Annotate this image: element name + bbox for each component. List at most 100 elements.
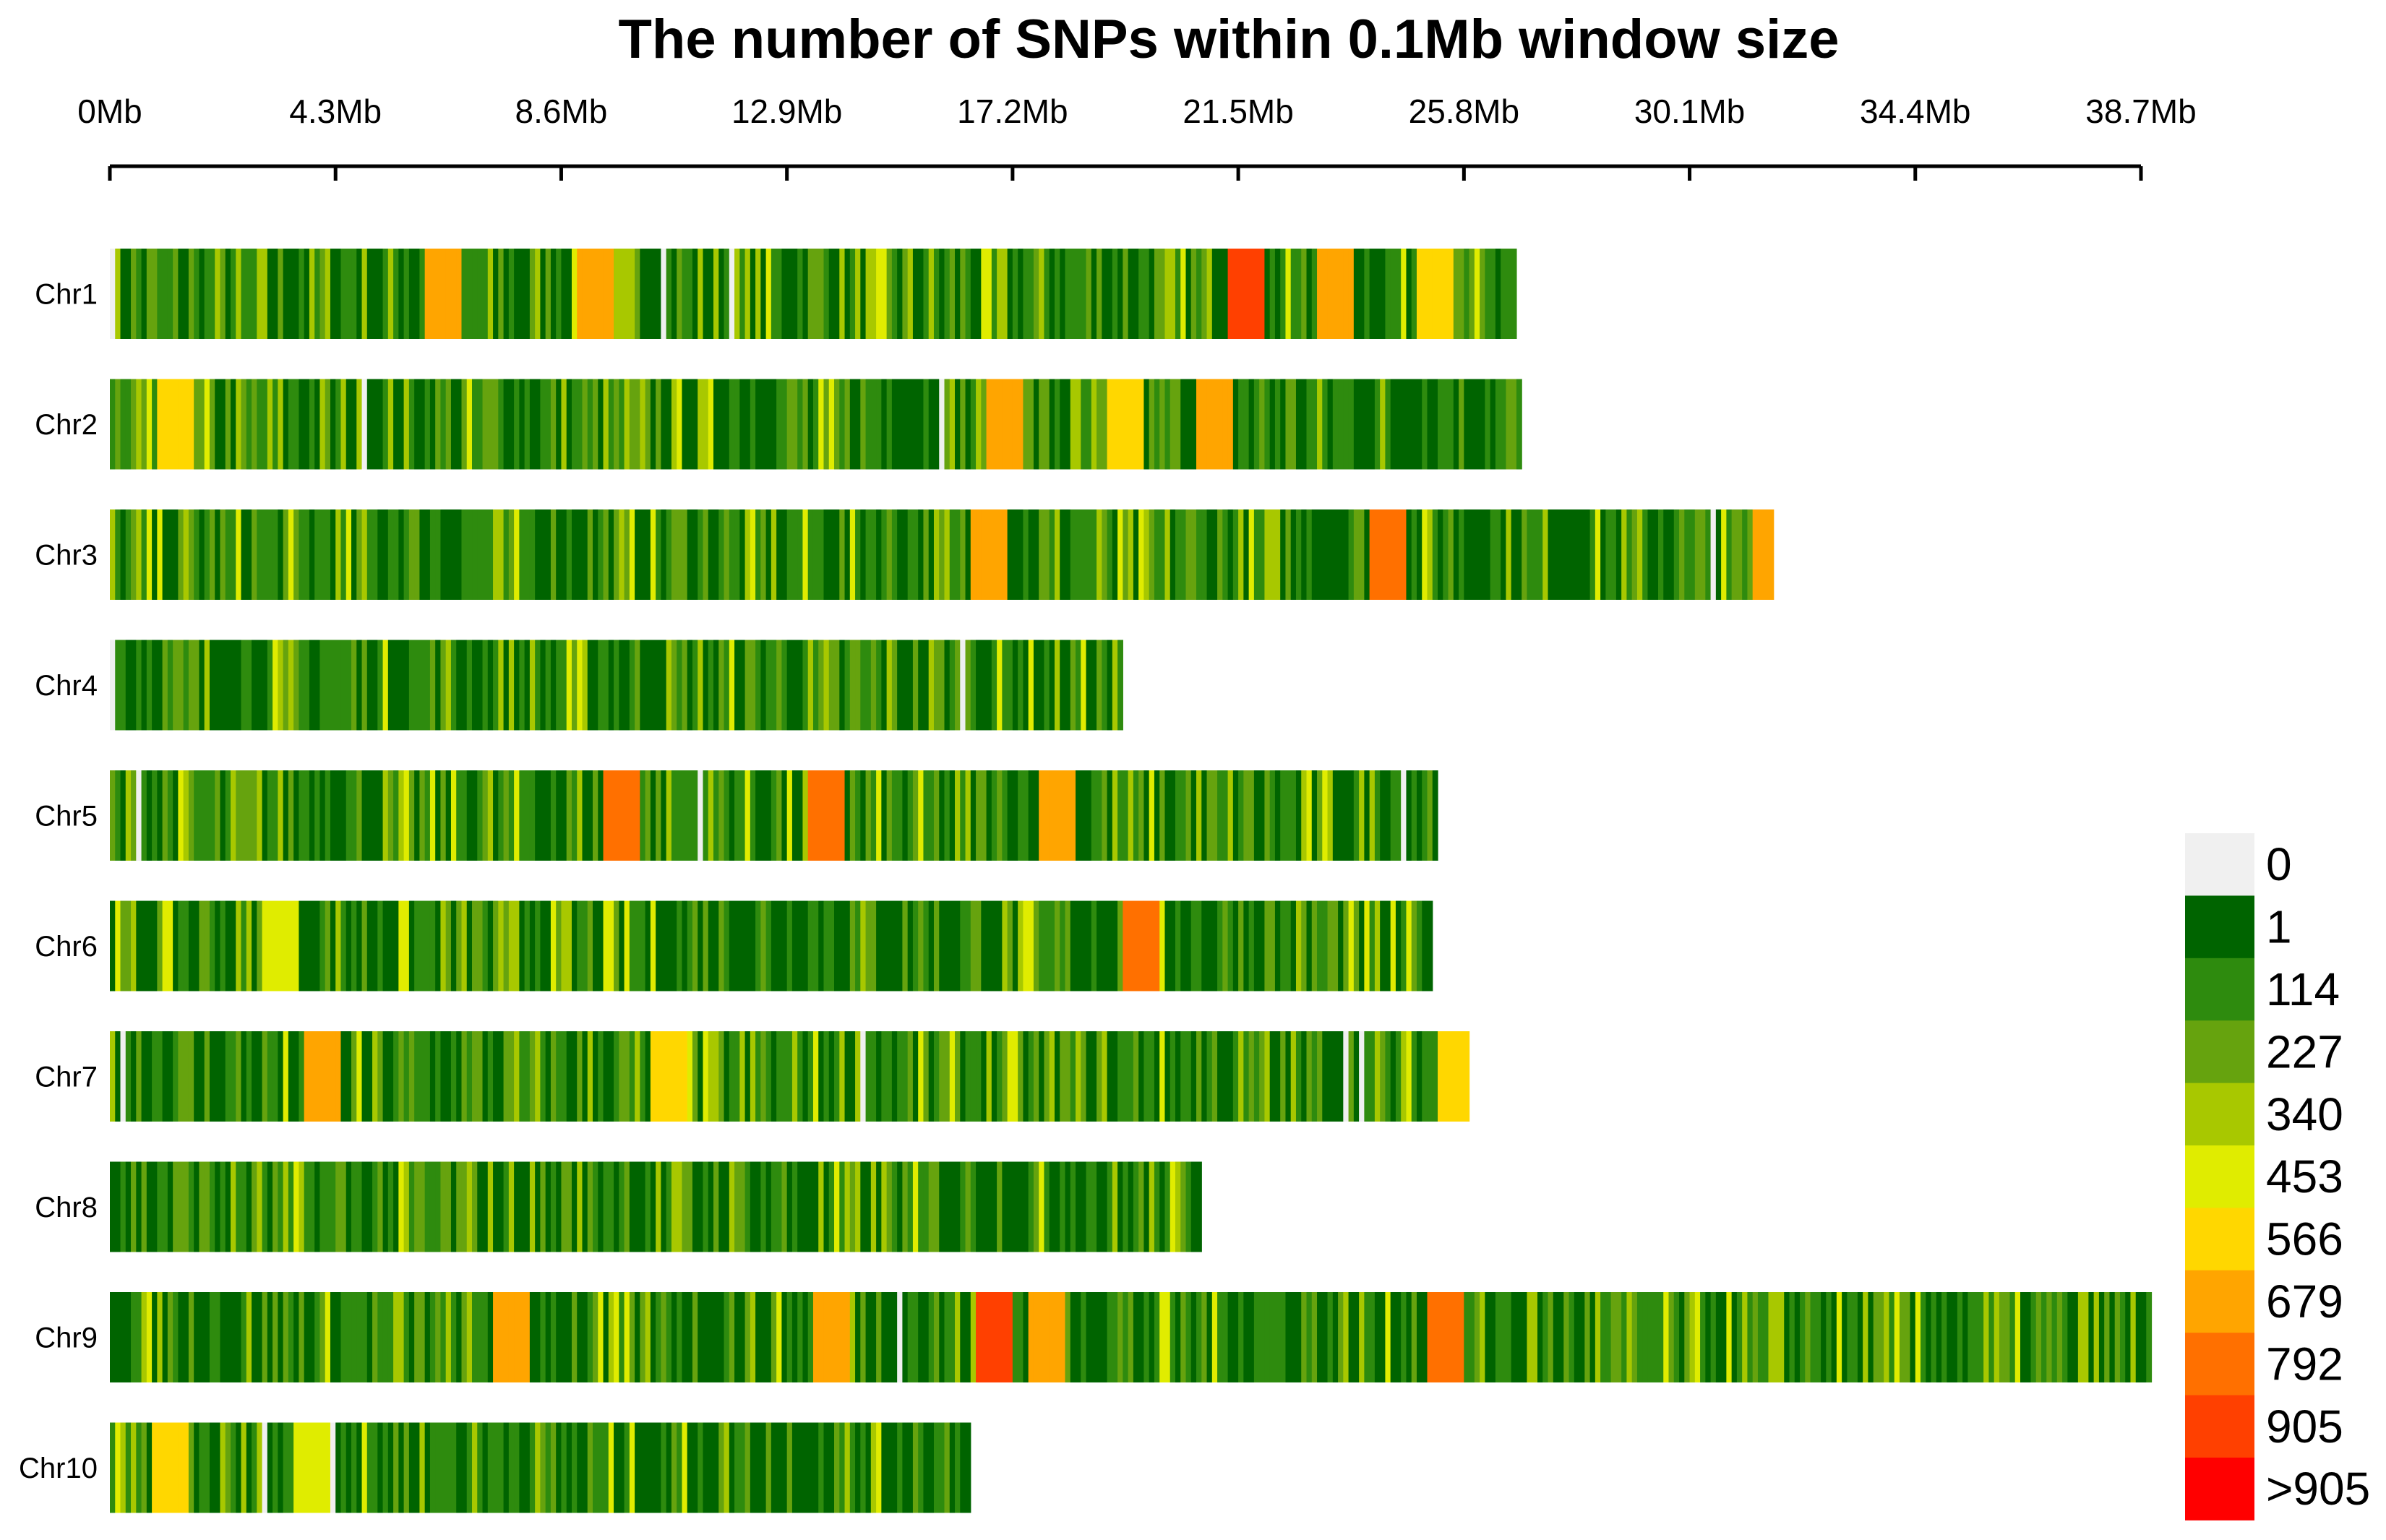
snp-window-cell	[162, 509, 168, 600]
snp-window-cell	[1700, 509, 1706, 600]
snp-window-cell	[765, 1422, 772, 1513]
snp-window-cell	[1836, 1292, 1842, 1382]
snp-window-cell	[493, 509, 499, 600]
chromosome-label: Chr6	[35, 931, 98, 963]
snp-window-cell	[482, 1161, 489, 1252]
snp-window-cell	[173, 1031, 179, 1122]
snp-window-cell	[377, 900, 384, 991]
snp-window-cell	[797, 1422, 804, 1513]
snp-window-cell	[834, 379, 840, 470]
snp-window-cell	[891, 379, 898, 470]
snp-window-cell	[1988, 1292, 1995, 1382]
snp-window-cell	[1453, 249, 1459, 339]
snp-window-cell	[1180, 1292, 1187, 1382]
snp-window-cell	[1023, 509, 1029, 600]
snp-window-cell	[1542, 1292, 1549, 1382]
snp-window-cell	[1432, 1031, 1438, 1122]
snp-window-cell	[340, 379, 347, 470]
snp-window-cell	[535, 379, 541, 470]
snp-window-cell	[692, 770, 698, 861]
snp-window-cell	[970, 249, 977, 339]
snp-window-cell	[110, 379, 116, 470]
snp-window-cell	[791, 509, 798, 600]
snp-window-cell	[393, 770, 399, 861]
snp-window-cell	[1826, 1292, 1832, 1382]
snp-window-cell	[1563, 509, 1570, 600]
snp-window-cell	[1128, 770, 1134, 861]
snp-window-cell	[1957, 1292, 1963, 1382]
snp-window-cell	[424, 1292, 431, 1382]
snp-window-cell	[487, 770, 494, 861]
snp-window-cell	[1348, 900, 1355, 991]
snp-window-cell	[2093, 1292, 2100, 1382]
snp-window-cell	[1091, 249, 1097, 339]
snp-window-cell	[1243, 770, 1250, 861]
snp-window-cell	[656, 379, 661, 470]
snp-window-cell	[1295, 1031, 1302, 1122]
snp-window-cell	[677, 249, 683, 339]
snp-window-cell	[1663, 509, 1670, 600]
snp-window-cell	[1380, 900, 1386, 991]
snp-window-cell	[823, 1292, 830, 1382]
snp-window-cell	[729, 379, 735, 470]
snp-window-cell	[503, 1161, 510, 1252]
snp-window-cell	[361, 770, 368, 861]
snp-window-cell	[293, 1031, 299, 1122]
snp-window-cell	[1033, 379, 1039, 470]
snp-window-cell	[587, 770, 593, 861]
snp-window-cell	[304, 1161, 310, 1252]
snp-window-cell	[167, 1031, 173, 1122]
snp-window-cell	[556, 249, 562, 339]
snp-window-cell	[1994, 1292, 2000, 1382]
snp-window-cell	[687, 640, 693, 731]
snp-window-cell	[1731, 509, 1738, 600]
snp-window-cell	[976, 640, 982, 731]
snp-window-cell	[876, 249, 882, 339]
snp-window-cell	[1190, 1161, 1197, 1252]
snp-window-cell	[729, 770, 735, 861]
snp-window-cell	[645, 1292, 651, 1382]
snp-window-cell	[839, 379, 846, 470]
snp-window-cell	[682, 249, 688, 339]
snp-window-cell	[855, 900, 861, 991]
snp-window-cell	[739, 509, 746, 600]
snp-window-cell	[750, 640, 756, 731]
snp-window-cell	[907, 509, 914, 600]
snp-window-cell	[1610, 1292, 1617, 1382]
snp-window-cell	[556, 1161, 562, 1252]
snp-window-cell	[598, 770, 604, 861]
snp-window-cell	[252, 1292, 257, 1382]
snp-window-cell	[666, 249, 672, 339]
snp-window-cell	[414, 379, 420, 470]
snp-window-cell	[844, 379, 851, 470]
snp-window-cell	[366, 770, 373, 861]
snp-window-cell	[136, 249, 142, 339]
snp-window-cell	[335, 379, 342, 470]
snp-window-cell	[1322, 1292, 1329, 1382]
snp-window-cell	[304, 770, 310, 861]
snp-window-cell	[1290, 379, 1297, 470]
snp-window-cell	[498, 1422, 505, 1513]
snp-window-cell	[902, 1292, 909, 1382]
snp-window-cell	[319, 900, 326, 991]
snp-window-cell	[807, 900, 814, 991]
snp-window-cell	[1259, 1292, 1266, 1382]
snp-window-cell	[236, 249, 242, 339]
snp-window-cell	[335, 770, 342, 861]
snp-window-cell	[1018, 770, 1024, 861]
snp-window-cell	[1243, 379, 1250, 470]
snp-window-cell	[1253, 1292, 1260, 1382]
snp-window-cell	[1327, 509, 1334, 600]
snp-window-cell	[781, 640, 788, 731]
snp-window-cell	[760, 249, 767, 339]
snp-window-cell	[125, 249, 132, 339]
snp-window-cell	[1615, 1292, 1622, 1382]
snp-window-cell	[393, 1292, 399, 1382]
snp-window-cell	[1243, 249, 1250, 339]
snp-window-cell	[718, 1031, 725, 1122]
snp-window-cell	[1012, 249, 1018, 339]
snp-window-cell	[1002, 1031, 1008, 1122]
snp-window-cell	[477, 509, 484, 600]
snp-window-cell	[293, 379, 299, 470]
